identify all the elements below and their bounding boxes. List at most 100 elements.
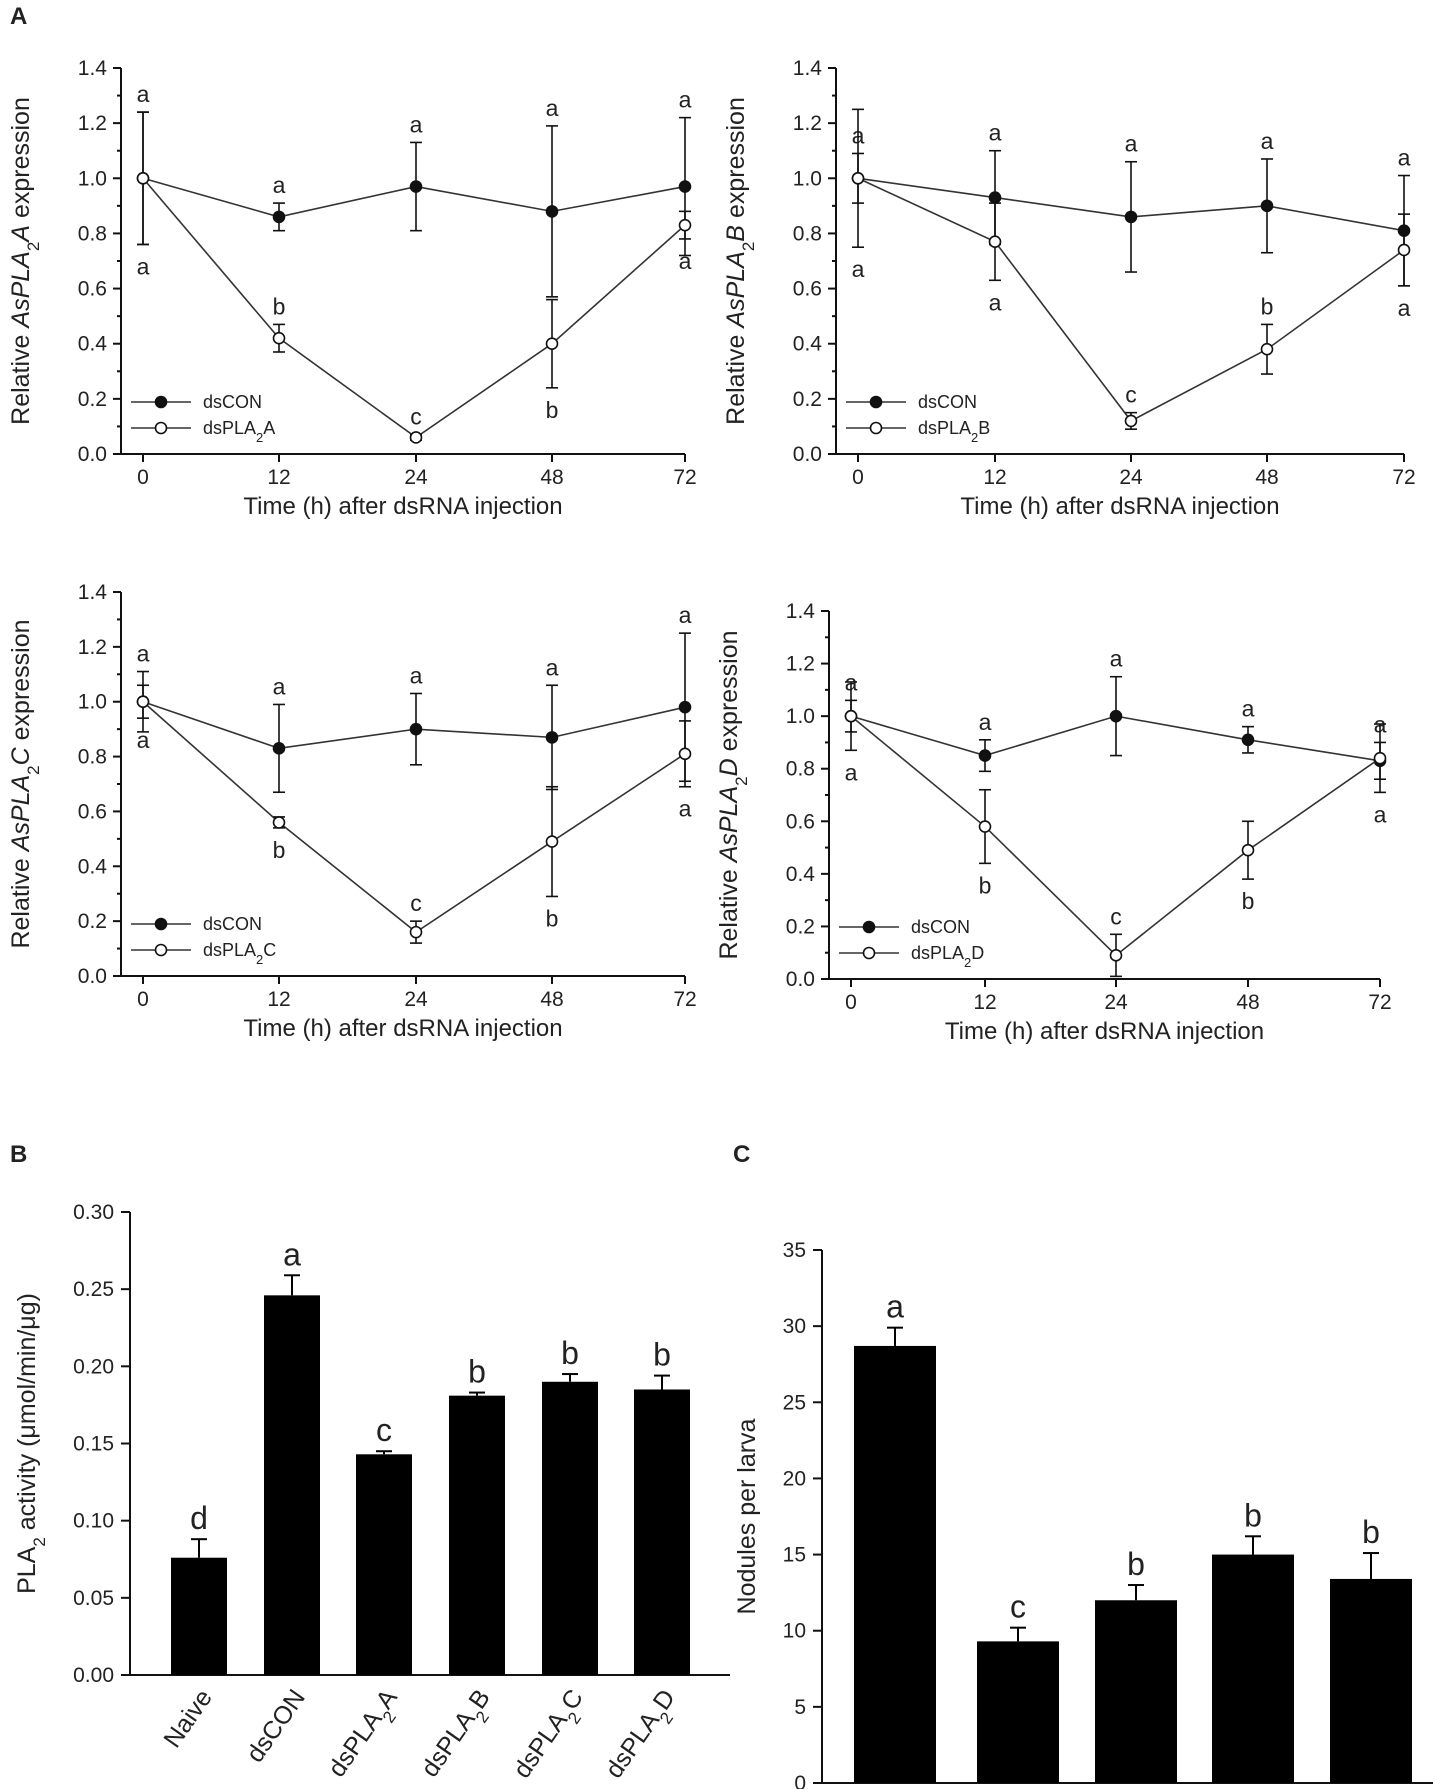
legend-marker — [154, 395, 168, 409]
y-tick-label: 0.2 — [786, 915, 815, 938]
x-tick-label: 48 — [540, 466, 563, 489]
data-point-dsCON — [678, 180, 692, 193]
significance-letter: b — [653, 1337, 671, 1373]
data-point-dsCON — [545, 205, 559, 218]
y-tick-label: 0.0 — [78, 443, 107, 466]
significance-letter: a — [1110, 646, 1123, 672]
y-tick-label: 35 — [783, 1239, 806, 1262]
bar — [1212, 1554, 1294, 1783]
x-axis-label: Time (h) after dsRNA injection — [243, 1015, 562, 1042]
significance-letter: a — [679, 248, 692, 274]
significance-letter: a — [679, 87, 692, 113]
significance-letter: a — [989, 120, 1002, 146]
significance-letter: a — [886, 1289, 904, 1325]
significance-letter: a — [410, 662, 423, 688]
legend-marker — [869, 395, 883, 409]
y-tick-label: 1.0 — [78, 691, 107, 714]
y-tick-label: 0.4 — [793, 333, 823, 356]
legend-marker — [869, 421, 883, 435]
y-tick-label: 10 — [783, 1620, 806, 1643]
y-tick-label: 0.2 — [793, 388, 822, 411]
y-tick-label: 1.4 — [78, 57, 108, 80]
x-axis-label: Time (h) after dsRNA injection — [960, 493, 1279, 520]
legend-label: dsCON — [911, 917, 970, 937]
bar — [1330, 1578, 1412, 1783]
y-tick-label: 0.6 — [78, 278, 107, 301]
significance-letter: c — [410, 404, 422, 430]
y-tick-label: 1.2 — [78, 112, 107, 135]
x-tick-label: 12 — [267, 466, 290, 489]
y-tick-label: 0.05 — [73, 1587, 114, 1610]
data-point-dsPLA2B — [1260, 342, 1274, 356]
data-point-dsPLA2C — [272, 816, 286, 829]
y-tick-label: 20 — [783, 1467, 806, 1490]
y-tick-label: 0.20 — [73, 1355, 114, 1378]
y-tick-label: 0.6 — [78, 800, 107, 823]
bar — [449, 1395, 505, 1675]
significance-letter: a — [546, 95, 559, 121]
significance-letter: a — [679, 602, 692, 628]
bar-chart-b: 0.00 0.05 0.10 0.15 0.20 0.25 0.30 PLA2 activit… — [13, 1201, 730, 1787]
data-point-dsCON — [272, 742, 286, 755]
significance-letter: b — [546, 905, 559, 931]
data-point-dsCON — [1124, 210, 1138, 224]
data-point-dsPLA2C — [678, 747, 692, 761]
significance-letter: a — [1242, 696, 1255, 722]
y-tick-label: 0.4 — [786, 863, 816, 886]
y-tick-label: 0.10 — [73, 1510, 114, 1533]
y-tick-label: 0.0 — [78, 965, 107, 988]
data-point-dsPLA2D — [978, 820, 992, 833]
data-point-dsPLA2B — [851, 171, 865, 185]
y-tick-label: 1.2 — [786, 653, 815, 676]
significance-letter: a — [137, 81, 150, 107]
significance-letter: a — [979, 709, 992, 735]
x-tick-label: 48 — [1255, 466, 1278, 489]
x-tick-label: 48 — [1236, 991, 1259, 1014]
y-tick-label: 0.6 — [786, 810, 815, 833]
x-tick-label: 72 — [1368, 991, 1391, 1014]
data-point-dsPLA2A — [272, 331, 286, 345]
significance-letter: a — [137, 641, 150, 667]
significance-letter: a — [137, 727, 150, 753]
x-tick-label: 24 — [1119, 466, 1143, 489]
y-tick-label: 0.8 — [78, 746, 107, 769]
legend-marker — [154, 917, 168, 931]
legend-label: dsPLA2C — [203, 940, 276, 967]
y-axis-label: PLA2 activity (μmol/min/μg) — [13, 1293, 49, 1594]
data-point-dsCON — [978, 749, 992, 762]
significance-letter: b — [546, 397, 559, 423]
x-tick-label: 12 — [267, 988, 290, 1011]
significance-letter: c — [376, 1412, 392, 1448]
x-tick-label: dsPLA2C — [508, 1684, 595, 1787]
data-point-dsCON — [1241, 733, 1255, 747]
significance-letter: a — [1261, 128, 1274, 154]
significance-letter: a — [273, 673, 286, 699]
significance-letter: a — [1374, 801, 1387, 827]
bar — [356, 1454, 412, 1675]
y-tick-label: 0.2 — [78, 388, 107, 411]
legend-label: dsPLA2D — [911, 943, 984, 970]
significance-letter: a — [679, 796, 692, 822]
y-tick-label: 0.4 — [78, 855, 108, 878]
y-tick-label: 0.0 — [786, 968, 815, 991]
significance-letter: b — [468, 1354, 486, 1390]
y-tick-label: 1.4 — [793, 57, 823, 80]
bar — [171, 1557, 227, 1675]
y-tick-label: 0.8 — [793, 222, 822, 245]
data-point-dsPLA2B — [988, 235, 1002, 248]
data-point-dsPLA2B — [1397, 243, 1411, 257]
y-tick-label: 0 — [794, 1772, 806, 1789]
significance-letter: c — [1125, 382, 1137, 408]
panel-label-a: A — [10, 3, 27, 30]
x-tick-label: dsPLA2D — [600, 1684, 687, 1787]
y-tick-label: 1.2 — [78, 636, 107, 659]
bar — [977, 1641, 1059, 1783]
legend-marker — [862, 920, 876, 934]
data-point-dsPLA2A — [136, 171, 150, 185]
y-tick-label: 0.25 — [73, 1278, 114, 1301]
x-tick-label: 0 — [137, 988, 149, 1011]
significance-letter: b — [1261, 293, 1274, 319]
y-tick-label: 1.4 — [78, 581, 108, 604]
x-axis-label: Time (h) after dsRNA injection — [945, 1018, 1264, 1045]
